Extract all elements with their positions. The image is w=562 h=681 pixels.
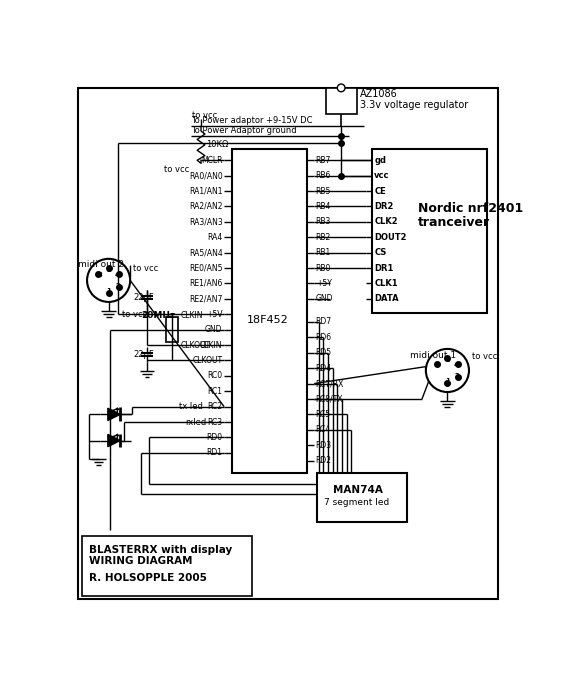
Text: to vcc: to vcc: [192, 111, 217, 120]
Text: RC3: RC3: [207, 417, 223, 426]
Text: midi out 2: midi out 2: [78, 260, 124, 270]
Text: To Power Adaptor ground: To Power Adaptor ground: [191, 126, 297, 135]
Text: 2: 2: [454, 373, 459, 379]
Text: RB6: RB6: [316, 171, 331, 180]
Text: RA4: RA4: [207, 233, 223, 242]
Text: 22pF: 22pF: [133, 293, 154, 302]
Text: CLKIN: CLKIN: [200, 340, 223, 349]
Text: 2: 2: [115, 283, 120, 289]
Text: RC1: RC1: [207, 387, 223, 396]
Text: gd: gd: [374, 156, 386, 165]
Text: to vcc: to vcc: [472, 352, 497, 361]
Polygon shape: [108, 434, 120, 447]
Text: RD2: RD2: [316, 456, 332, 465]
Bar: [232, 150, 306, 473]
Text: rxled: rxled: [185, 417, 207, 426]
Text: RE2/AN7: RE2/AN7: [189, 294, 223, 303]
Text: 1: 1: [445, 378, 450, 384]
Text: DR2: DR2: [374, 202, 393, 211]
Text: RA5/AN4: RA5/AN4: [189, 248, 223, 257]
Text: to vcc: to vcc: [122, 310, 147, 319]
Text: RC2: RC2: [207, 402, 223, 411]
Text: 4: 4: [115, 272, 120, 279]
Text: 20MHz: 20MHz: [141, 311, 175, 320]
Bar: [326, 88, 356, 114]
Text: RC4: RC4: [316, 425, 331, 434]
Text: to vcc: to vcc: [164, 165, 189, 174]
Text: GND: GND: [316, 294, 333, 303]
Text: RA3/AN3: RA3/AN3: [189, 217, 223, 226]
Text: CLKOUT: CLKOUT: [192, 356, 223, 365]
Text: +5V: +5V: [206, 310, 223, 319]
Text: RE1/AN6: RE1/AN6: [189, 279, 223, 288]
Text: 18F452: 18F452: [247, 315, 289, 326]
Text: RD0: RD0: [206, 433, 223, 442]
Circle shape: [87, 259, 130, 302]
Circle shape: [426, 349, 469, 392]
Text: 10KΩ: 10KΩ: [206, 140, 228, 149]
Text: RD6: RD6: [316, 333, 332, 342]
Text: tranceiver: tranceiver: [418, 216, 490, 229]
Text: tx led: tx led: [179, 402, 203, 411]
Text: RB0: RB0: [316, 264, 331, 272]
Bar: [316, 473, 407, 522]
Circle shape: [337, 84, 345, 92]
Text: 7 segment led: 7 segment led: [324, 498, 389, 507]
Text: CLK1: CLK1: [374, 279, 398, 288]
Text: GND: GND: [205, 325, 223, 334]
Text: RB7: RB7: [316, 156, 331, 165]
Text: RE0/AN5: RE0/AN5: [189, 264, 223, 272]
Bar: [83, 536, 252, 596]
Text: RB1: RB1: [316, 248, 331, 257]
Text: CLKOUT: CLKOUT: [181, 341, 211, 350]
Text: RB4: RB4: [316, 202, 331, 211]
Text: RB2: RB2: [316, 233, 331, 242]
Text: WIRING DIAGRAM: WIRING DIAGRAM: [89, 556, 192, 566]
Text: 5: 5: [106, 267, 111, 273]
Text: RD1: RD1: [207, 448, 223, 458]
Text: to vcc: to vcc: [133, 264, 158, 273]
Text: DR1: DR1: [374, 264, 393, 272]
Text: 5: 5: [445, 357, 450, 363]
Text: DATA: DATA: [374, 294, 399, 303]
Text: BLASTERRX with display: BLASTERRX with display: [89, 545, 232, 555]
Text: 22pF: 22pF: [133, 350, 154, 359]
Text: 1: 1: [106, 287, 111, 294]
Text: CE: CE: [374, 187, 386, 195]
Text: RA2/AN2: RA2/AN2: [189, 202, 223, 211]
Text: MCLR: MCLR: [201, 156, 223, 165]
Text: 3: 3: [97, 272, 102, 279]
Polygon shape: [108, 408, 120, 421]
Text: 3.3v voltage regulator: 3.3v voltage regulator: [360, 100, 469, 110]
Text: RC7/RX: RC7/RX: [316, 379, 344, 388]
Text: Nordic nrf2401: Nordic nrf2401: [418, 202, 523, 215]
Text: RB5: RB5: [316, 187, 331, 195]
Text: CS: CS: [374, 248, 387, 257]
Text: CLK2: CLK2: [374, 217, 398, 226]
Text: midi out 1: midi out 1: [410, 351, 456, 360]
Text: RD5: RD5: [316, 348, 332, 358]
Text: 4: 4: [454, 362, 459, 368]
Text: RA0/AN0: RA0/AN0: [189, 171, 223, 180]
Text: RC0: RC0: [207, 371, 223, 381]
Bar: [372, 150, 487, 313]
Text: RD3: RD3: [316, 441, 332, 449]
Text: DOUT2: DOUT2: [374, 233, 407, 242]
Text: RC5: RC5: [316, 410, 331, 419]
Text: +5Y: +5Y: [316, 279, 332, 288]
Bar: [166, 317, 178, 342]
Text: RA1/AN1: RA1/AN1: [189, 187, 223, 195]
Text: RD4: RD4: [316, 364, 332, 373]
Text: To Power adaptor +9-15V DC: To Power adaptor +9-15V DC: [191, 116, 312, 125]
Text: MAN74A: MAN74A: [333, 485, 383, 495]
Text: 3: 3: [436, 362, 441, 368]
Text: vcc: vcc: [374, 171, 390, 180]
Text: RD7: RD7: [316, 317, 332, 326]
Text: CLKIN: CLKIN: [181, 311, 203, 320]
Text: AZ1086: AZ1086: [360, 89, 398, 99]
Text: R. HOLSOPPLE 2005: R. HOLSOPPLE 2005: [89, 573, 206, 584]
Text: RC8/TX: RC8/TX: [316, 394, 343, 403]
Text: RB3: RB3: [316, 217, 331, 226]
